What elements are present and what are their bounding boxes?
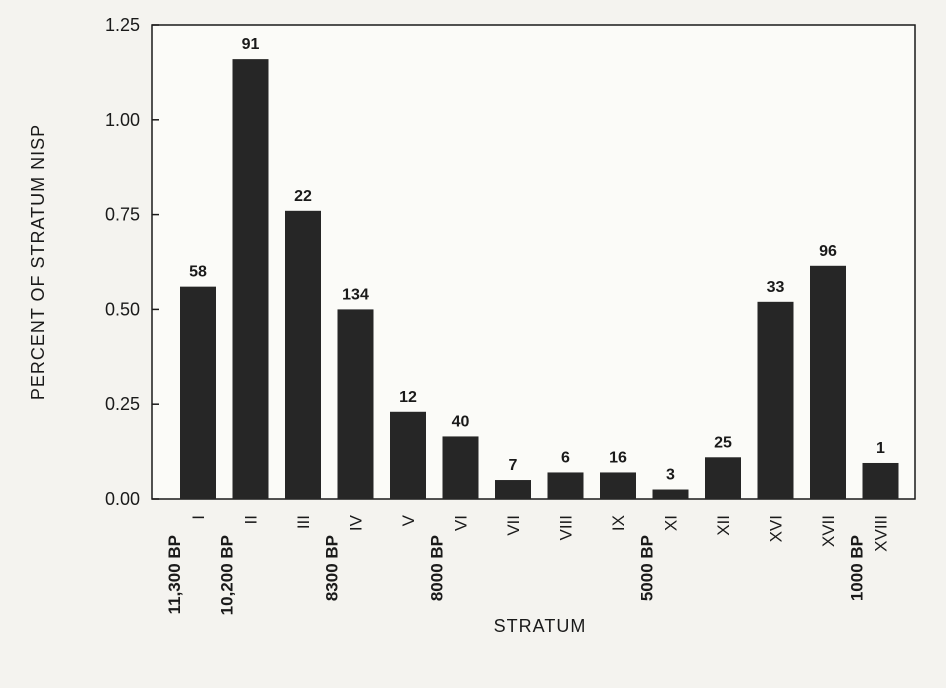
date-label: 8000 BP: [428, 535, 447, 601]
x-tick-label: II: [242, 515, 261, 524]
date-label: 8300 BP: [323, 535, 342, 601]
y-axis-title: PERCENT OF STRATUM NISP: [28, 124, 48, 400]
bar: [810, 265, 846, 499]
x-tick-label: III: [294, 515, 313, 529]
y-tick-label: 0.25: [105, 394, 140, 414]
date-label: 5000 BP: [638, 535, 657, 601]
bar: [757, 301, 794, 499]
date-label: 11,300 BP: [165, 535, 184, 614]
bar-data-label: 1: [876, 440, 885, 457]
x-tick-label: XVII: [819, 515, 838, 547]
bar-data-label: 7: [509, 457, 518, 474]
y-tick-label: 1.25: [105, 15, 140, 35]
x-tick-label: VI: [452, 515, 471, 531]
bar-data-label: 40: [452, 413, 470, 430]
x-tick-label: XVIII: [872, 515, 891, 552]
x-tick-label: V: [399, 514, 418, 526]
x-axis-title: STRATUM: [494, 616, 587, 636]
bar-data-label: 12: [399, 389, 417, 406]
y-tick-label: 0.50: [105, 299, 140, 319]
x-tick-label: VIII: [557, 515, 576, 541]
y-axis: 0.00 0.25 0.50 0.75 1.00 1.25: [105, 15, 159, 509]
data-labels: 58 91 22 134 12 40 7 6 16 3 25 33 96 1: [189, 36, 885, 483]
bar-data-label: 25: [714, 434, 732, 451]
bar-data-label: 96: [819, 243, 837, 260]
bar-data-label: 134: [342, 286, 369, 303]
x-tick-label: I: [189, 515, 208, 520]
x-tick-label: XI: [662, 515, 681, 531]
bars: [180, 59, 899, 500]
bar: [652, 489, 689, 499]
bar-data-label: 6: [561, 449, 570, 466]
bar-data-label: 16: [609, 449, 627, 466]
bar: [600, 472, 636, 499]
bar-data-label: 58: [189, 264, 207, 281]
date-label: 10,200 BP: [218, 535, 237, 615]
x-axis-labels: I II III IV V VI VII VIII IX XI XII XVI XVII XVIII: [189, 514, 891, 552]
bar: [862, 462, 899, 499]
bar: [180, 286, 216, 499]
x-tick-label: IX: [609, 515, 628, 531]
x-tick-label: VII: [504, 515, 523, 536]
date-labels: 11,300 BP 10,200 BP 8300 BP 8000 BP 5000 BP 1…: [165, 535, 867, 615]
x-tick-label: XVI: [767, 515, 786, 542]
bar: [705, 457, 741, 499]
x-tick-label: XII: [714, 515, 733, 536]
bar-data-label: 3: [666, 467, 675, 484]
bar: [547, 472, 584, 499]
bar: [285, 210, 321, 500]
bar-data-label: 33: [767, 279, 785, 296]
y-tick-label: 0.75: [105, 205, 140, 225]
y-tick-label: 0.00: [105, 489, 140, 509]
bar: [390, 411, 426, 499]
bar: [337, 309, 374, 499]
bar: [442, 436, 479, 499]
bar: [495, 480, 531, 499]
bar-data-label: 22: [294, 188, 312, 205]
x-tick-label: IV: [347, 514, 366, 531]
y-tick-label: 1.00: [105, 110, 140, 130]
date-label: 1000 BP: [848, 535, 867, 601]
bar: [232, 59, 269, 500]
bar-data-label: 91: [242, 36, 260, 53]
